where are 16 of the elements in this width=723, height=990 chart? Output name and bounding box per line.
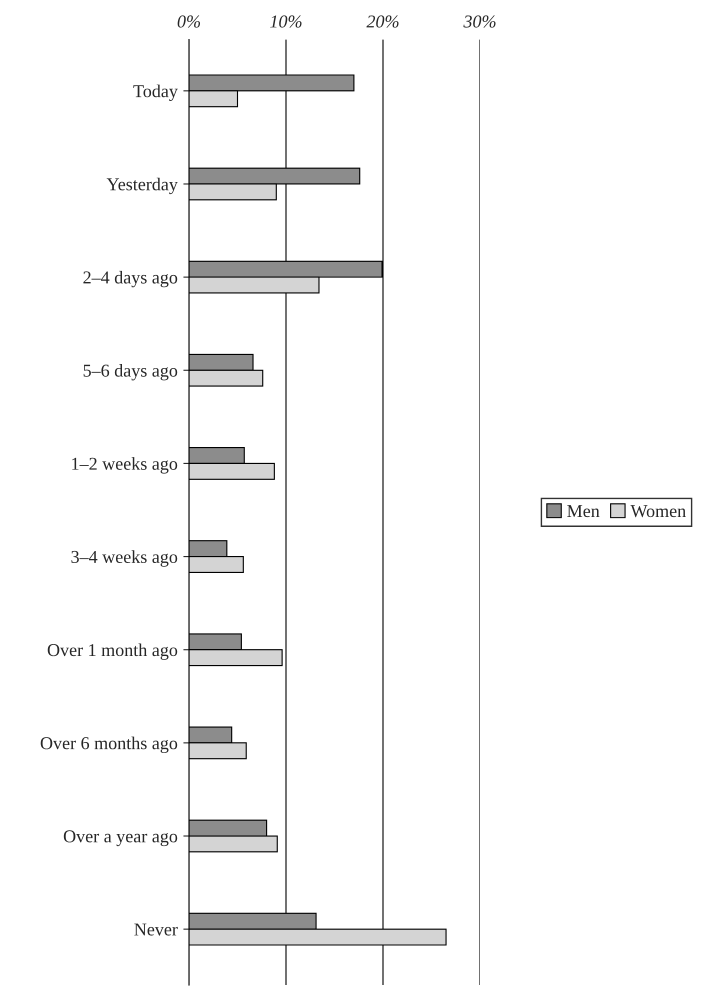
y-tick-label: Over a year ago — [64, 830, 178, 846]
y-tick-label: Over 1 month ago — [48, 643, 178, 660]
x-tick-label: 20% — [366, 15, 399, 28]
y-tick-label: Today — [133, 84, 178, 101]
legend-label: Men — [567, 505, 600, 518]
x-tick-label: 0% — [178, 15, 200, 28]
y-tick-label: 5–6 days ago — [84, 364, 178, 380]
y-tick-label: 3–4 weeks ago — [71, 550, 178, 567]
x-tick-label: 30% — [463, 15, 496, 28]
x-tick-label: 10% — [270, 15, 302, 28]
y-tick-label: 1–2 weeks ago — [72, 457, 178, 474]
y-tick-label: Over 6 months ago — [40, 736, 178, 754]
y-tick-label: 2–4 days ago — [83, 270, 178, 288]
legend-label: Women — [630, 505, 686, 518]
y-tick-label: Yesterday — [106, 178, 178, 194]
y-tick-label: Never — [134, 924, 178, 936]
